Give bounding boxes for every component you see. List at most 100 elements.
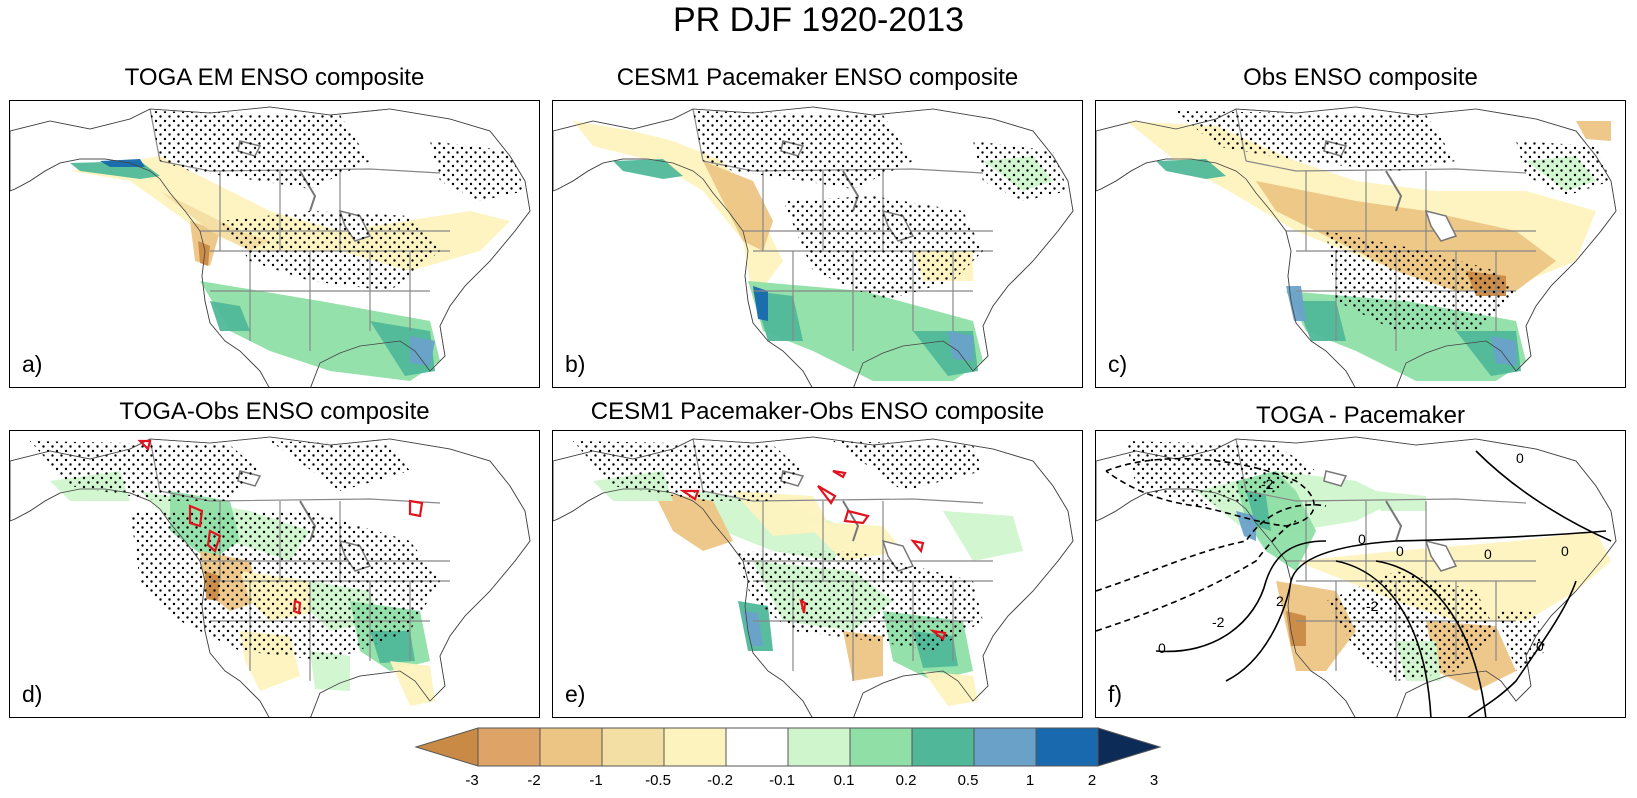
- red-contour-d-0: [188, 504, 204, 528]
- panel-title-d: TOGA-Obs ENSO composite: [119, 398, 430, 425]
- stipple-region-c-1: [1326, 231, 1516, 331]
- contour-line-c-two: [1375, 560, 1487, 717]
- panel-label-f: f): [1108, 681, 1123, 707]
- colorbar-box-4: [725, 727, 789, 767]
- colorbar-tick-label: -2: [527, 772, 541, 789]
- anomaly-region-c-4: [1296, 301, 1346, 341]
- contour-line-c-loop: [1105, 457, 1315, 527]
- panel-title-b: CESM1 Pacemaker ENSO composite: [616, 64, 1019, 91]
- colorbar-arrow-left: [414, 727, 479, 767]
- stipple-region-a-1: [220, 211, 440, 291]
- colorbar-tick-label: 0.5: [957, 772, 979, 789]
- coastline-d: [10, 436, 531, 717]
- panel-label-c: c): [1108, 351, 1128, 377]
- anomaly-region-a-2: [198, 241, 210, 266]
- colorbar-tick-label: 0.1: [833, 772, 855, 789]
- colorbar-box-7: [911, 727, 975, 767]
- anomaly-region-a-9: [100, 159, 145, 167]
- anomaly-region-b-4: [753, 286, 768, 321]
- anomaly-region-f-6: [1286, 611, 1306, 646]
- great-lakes-c: [1424, 209, 1458, 242]
- anomaly-region-f-3: [1236, 511, 1256, 541]
- lake-f: [1323, 470, 1348, 487]
- anomaly-region-e-10: [923, 671, 978, 706]
- stipple-region-a-2: [430, 141, 525, 201]
- colorbar-tick-label: -3: [465, 772, 479, 789]
- anomaly-region-e-6: [743, 611, 763, 646]
- stipple-region-f-0: [1126, 441, 1316, 506]
- anomaly-region-f-4: [1296, 531, 1611, 621]
- red-contour-e-1: [832, 469, 847, 479]
- lake-winnipeg-f: [1385, 500, 1403, 542]
- anomaly-region-b-6: [948, 331, 973, 361]
- anomaly-region-e-2: [653, 491, 733, 551]
- anomaly-region-e-11: [943, 511, 1023, 561]
- colorbar-tick-label: -0.2: [707, 772, 733, 789]
- red-contour-d-1: [206, 529, 222, 553]
- map-e: [553, 436, 1074, 717]
- panel-label-b: b): [565, 351, 586, 377]
- map-panel-e: e): [552, 430, 1083, 718]
- stipple-region-d-2: [270, 441, 410, 491]
- anomaly-region-b-9: [613, 159, 683, 179]
- great-lakes-f: [1424, 539, 1458, 572]
- stipple-region-b-1: [783, 196, 983, 301]
- figure-title: PR DJF 1920-2013: [672, 1, 965, 39]
- anomaly-region-b-1: [703, 161, 773, 251]
- anomaly-region-c-7: [1491, 336, 1516, 366]
- contour-label-10: -2: [1261, 476, 1274, 492]
- contour-label-2: 0: [1358, 531, 1366, 547]
- boundary-c-1: [1245, 160, 1527, 174]
- colorbar-tick-label: -1: [589, 772, 603, 789]
- map-d: [10, 436, 531, 717]
- anomaly-region-a-4: [200, 281, 440, 381]
- map-panel-b: b): [552, 100, 1083, 388]
- anomaly-region-b-2: [748, 281, 983, 381]
- contour-line-c-zero5: [1467, 580, 1577, 717]
- map-b: [553, 106, 1074, 387]
- coastline-e: [553, 436, 1074, 717]
- contour-line-c-zero1: [1155, 540, 1327, 653]
- colorbar-tick-label: 3: [1149, 772, 1159, 789]
- map-panel-c: c): [1095, 100, 1626, 388]
- red-contour-e-0: [679, 489, 700, 501]
- map-panel-d: d): [9, 430, 540, 718]
- panel-label-d: d): [22, 681, 43, 707]
- red-contour-e-5: [929, 629, 947, 641]
- colorbar-tick-label: 2: [1087, 772, 1097, 789]
- contour-label-9: 0: [1536, 638, 1544, 654]
- panel-label-a: a): [22, 351, 43, 377]
- anomaly-region-c-8: [1156, 159, 1226, 179]
- contour-line-c-zero2: [1225, 530, 1607, 682]
- anomaly-region-c-5: [1286, 286, 1306, 321]
- colorbar-box-6: [849, 727, 913, 767]
- map-panel-a: a): [9, 100, 540, 388]
- colorbar-box-5: [787, 727, 851, 767]
- colorbar-box-9: [1035, 727, 1099, 767]
- contour-line-c-zero4: [1475, 450, 1612, 542]
- coastline-a: [10, 106, 531, 387]
- contour-label-5: 2: [1276, 593, 1284, 609]
- map-a: [10, 106, 531, 387]
- colorbar-box-1: [539, 727, 603, 767]
- contour-label-4: 0: [1484, 546, 1492, 562]
- panel-title-c: Obs ENSO composite: [1243, 64, 1478, 91]
- stipple-region-e-1: [733, 551, 983, 651]
- colorbar-box-8: [973, 727, 1037, 767]
- stipple-region-a-0: [150, 111, 370, 189]
- red-contour-e-4: [910, 539, 925, 554]
- colorbar-tick-label: -0.1: [769, 772, 795, 789]
- stipple-region-e-2: [833, 441, 983, 491]
- red-contour-d-4: [137, 439, 152, 452]
- colorbar-box-2: [601, 727, 665, 767]
- coastline-b: [553, 106, 1074, 387]
- panel-title-e: CESM1 Pacemaker-Obs ENSO composite: [590, 398, 1045, 425]
- stipple-region-c-0: [1176, 111, 1456, 171]
- stipple-region-b-0: [693, 111, 913, 189]
- colorbar-tick-label: 1: [1025, 772, 1035, 789]
- map-c: [1096, 106, 1617, 387]
- map-panel-f: 0 -2 0 0 0 2 -2 0 0 0 -2 f): [1095, 430, 1626, 718]
- stipple-region-c-2: [1516, 141, 1611, 196]
- contour-label-1: -2: [1212, 614, 1225, 630]
- contour-label-8: 0: [1516, 450, 1524, 466]
